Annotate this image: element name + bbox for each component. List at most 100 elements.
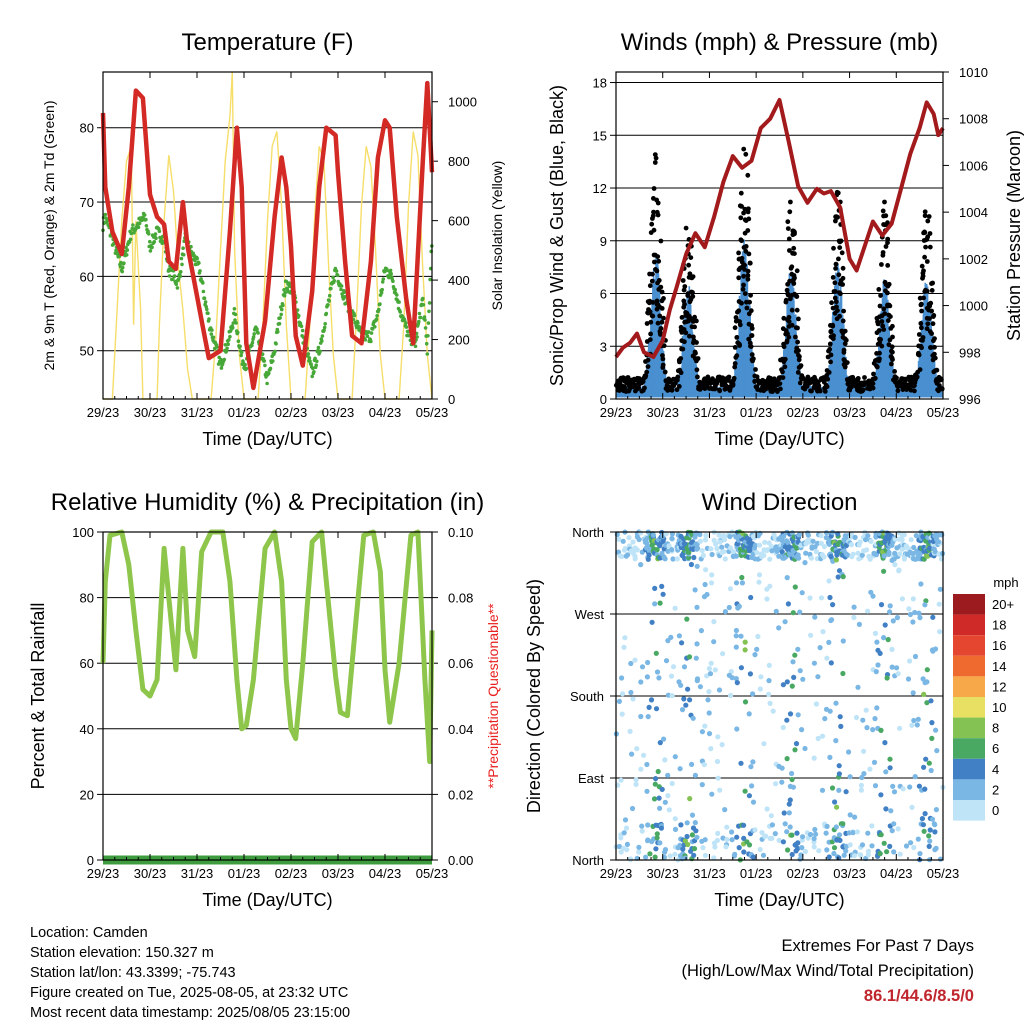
direction-point xyxy=(616,843,623,850)
dewpoint-point xyxy=(404,325,409,329)
direction-point xyxy=(900,786,906,792)
direction-point xyxy=(813,701,820,707)
direction-point xyxy=(784,679,790,685)
direction-point xyxy=(686,555,692,561)
direction-point xyxy=(733,644,739,650)
direction-point xyxy=(813,831,819,837)
direction-point xyxy=(750,854,757,860)
direction-point xyxy=(802,745,808,752)
legend-swatch xyxy=(953,635,985,656)
y-tick-label: West xyxy=(575,607,605,622)
gust-point xyxy=(835,190,841,196)
direction-point xyxy=(676,633,683,639)
gust-point xyxy=(737,343,742,348)
y-right-tick-label: 0.00 xyxy=(448,853,473,868)
dewpoint-point xyxy=(201,289,206,294)
direction-point xyxy=(815,674,821,680)
direction-point xyxy=(852,534,858,541)
direction-point xyxy=(779,549,785,555)
direction-point xyxy=(848,531,855,538)
y-right-tick-label: 1000 xyxy=(448,95,477,110)
dewpoint-point xyxy=(146,232,151,236)
direction-point xyxy=(766,691,772,698)
gust-point xyxy=(745,273,751,278)
direction-point xyxy=(632,553,638,559)
gust-point xyxy=(683,225,689,231)
direction-point xyxy=(832,799,838,805)
gust-point xyxy=(855,376,861,381)
y-right-tick-label: 0.02 xyxy=(448,787,473,802)
direction-point xyxy=(807,595,813,601)
direction-point xyxy=(684,833,690,840)
direction-point xyxy=(803,550,809,556)
y-right-tick-label: 400 xyxy=(448,273,470,288)
dewpoint-point xyxy=(280,307,284,312)
gust-point xyxy=(883,213,889,219)
gust-point xyxy=(659,319,665,325)
direction-point xyxy=(913,533,919,539)
dewpoint-point xyxy=(380,287,385,292)
gust-point xyxy=(784,338,790,344)
direction-point xyxy=(889,664,895,670)
direction-point xyxy=(742,699,749,705)
direction-point xyxy=(674,556,680,562)
gust-point xyxy=(636,385,641,391)
direction-point xyxy=(714,837,721,844)
direction-point xyxy=(647,851,653,857)
direction-point xyxy=(656,675,662,681)
gust-point xyxy=(889,355,895,361)
dewpoint-point xyxy=(128,237,133,242)
x-tick-label: 30/23 xyxy=(134,866,167,881)
direction-point xyxy=(799,845,805,851)
legend-swatch xyxy=(953,614,985,636)
direction-point xyxy=(734,834,740,840)
direction-point xyxy=(790,610,796,616)
direction-point xyxy=(927,838,933,844)
dewpoint-point xyxy=(219,357,223,362)
direction-point xyxy=(870,727,876,733)
direction-point xyxy=(669,535,675,542)
dewpoint-point xyxy=(277,321,282,326)
direction-point xyxy=(910,619,916,625)
direction-point xyxy=(653,650,659,656)
recent-text: Most recent data timestamp: 2025/08/05 2… xyxy=(30,1005,351,1021)
direction-point xyxy=(910,690,916,696)
dewpoint-point xyxy=(232,307,237,311)
direction-point xyxy=(881,840,887,846)
gust-point xyxy=(919,345,924,351)
gust-point xyxy=(872,375,878,381)
direction-point xyxy=(697,531,703,538)
gust-point xyxy=(782,356,788,362)
direction-point xyxy=(634,547,640,553)
direction-point xyxy=(702,581,708,588)
direction-point xyxy=(846,749,852,755)
direction-point xyxy=(684,616,690,622)
gust-point xyxy=(893,376,899,382)
direction-point xyxy=(910,596,916,602)
gust-point xyxy=(912,380,918,385)
direction-point xyxy=(711,537,717,543)
direction-point xyxy=(701,762,708,768)
direction-point xyxy=(706,710,712,716)
direction-point xyxy=(831,845,838,851)
gust-point xyxy=(840,265,846,271)
dewpoint-point xyxy=(181,253,186,257)
direction-point xyxy=(887,756,893,762)
direction-point xyxy=(899,537,905,543)
direction-point xyxy=(872,630,879,637)
direction-point xyxy=(877,851,883,857)
direction-point xyxy=(702,837,708,843)
direction-point xyxy=(789,776,795,783)
direction-point xyxy=(761,552,767,558)
x-tick-label: 04/23 xyxy=(880,866,913,881)
gust-point xyxy=(661,343,667,349)
direction-point xyxy=(616,698,623,705)
gust-point xyxy=(654,209,660,215)
legend-label: 2 xyxy=(992,782,999,797)
gust-point xyxy=(870,381,876,386)
direction-point xyxy=(646,552,652,558)
direction-point xyxy=(732,851,738,858)
gust-point xyxy=(879,319,885,324)
dewpoint-point xyxy=(320,339,324,343)
direction-point xyxy=(828,617,834,624)
